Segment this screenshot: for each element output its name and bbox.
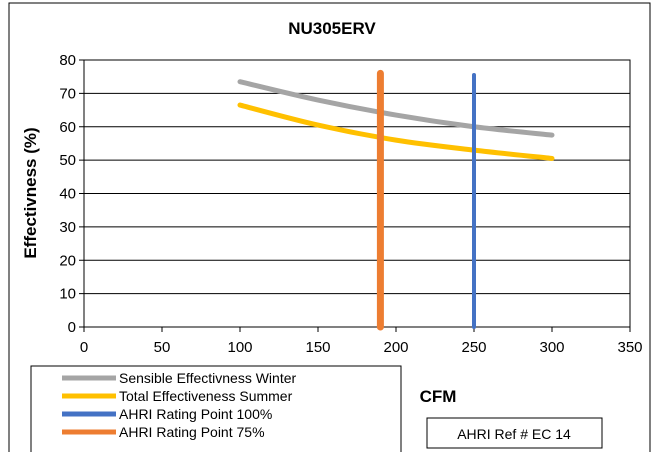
y-tick-label: 80 — [59, 52, 76, 69]
y-tick-label: 20 — [59, 252, 76, 269]
x-tick-label: 200 — [383, 339, 408, 356]
series-line-2 — [237, 102, 555, 161]
y-tick-label: 50 — [59, 152, 76, 169]
x-tick-label: 100 — [227, 339, 252, 356]
legend-label: Sensible Effectivness Winter — [119, 370, 296, 386]
y-tick-label: 40 — [59, 186, 76, 203]
x-tick-label: 50 — [154, 339, 171, 356]
y-axis-label: Effectivness (%) — [21, 127, 40, 258]
y-tick-label: 10 — [59, 286, 76, 303]
y-tick-label: 0 — [68, 319, 76, 336]
x-tick-label: 350 — [617, 339, 642, 356]
x-tick-label: 250 — [461, 339, 486, 356]
series-lines — [237, 69, 555, 331]
x-tick-labels: 0 50 100 150 200 250 300 350 — [80, 339, 643, 356]
ahri-ref-text: AHRI Ref # EC 14 — [457, 426, 571, 442]
series-line-1 — [237, 79, 555, 138]
x-axis-label: CFM — [420, 387, 457, 406]
chart-title: NU305ERV — [288, 19, 376, 38]
ahri-ref-box — [426, 417, 603, 449]
y-tick-labels: 0 10 20 30 40 50 60 70 80 — [59, 52, 76, 336]
y-tick-label: 60 — [59, 119, 76, 136]
gridlines — [79, 59, 631, 332]
y-tick-label: 30 — [59, 219, 76, 236]
x-tick-label: 150 — [305, 339, 330, 356]
x-tick-label: 0 — [80, 339, 88, 356]
legend-label: AHRI Rating Point 100% — [119, 406, 272, 422]
x-tick-label: 300 — [539, 339, 564, 356]
y-tick-label: 70 — [59, 85, 76, 102]
legend-label: Total Effectiveness Summer — [119, 388, 293, 404]
legend: Sensible Effectivness Winter Total Effect… — [62, 370, 296, 440]
legend-label: AHRI Rating Point 75% — [119, 424, 265, 440]
